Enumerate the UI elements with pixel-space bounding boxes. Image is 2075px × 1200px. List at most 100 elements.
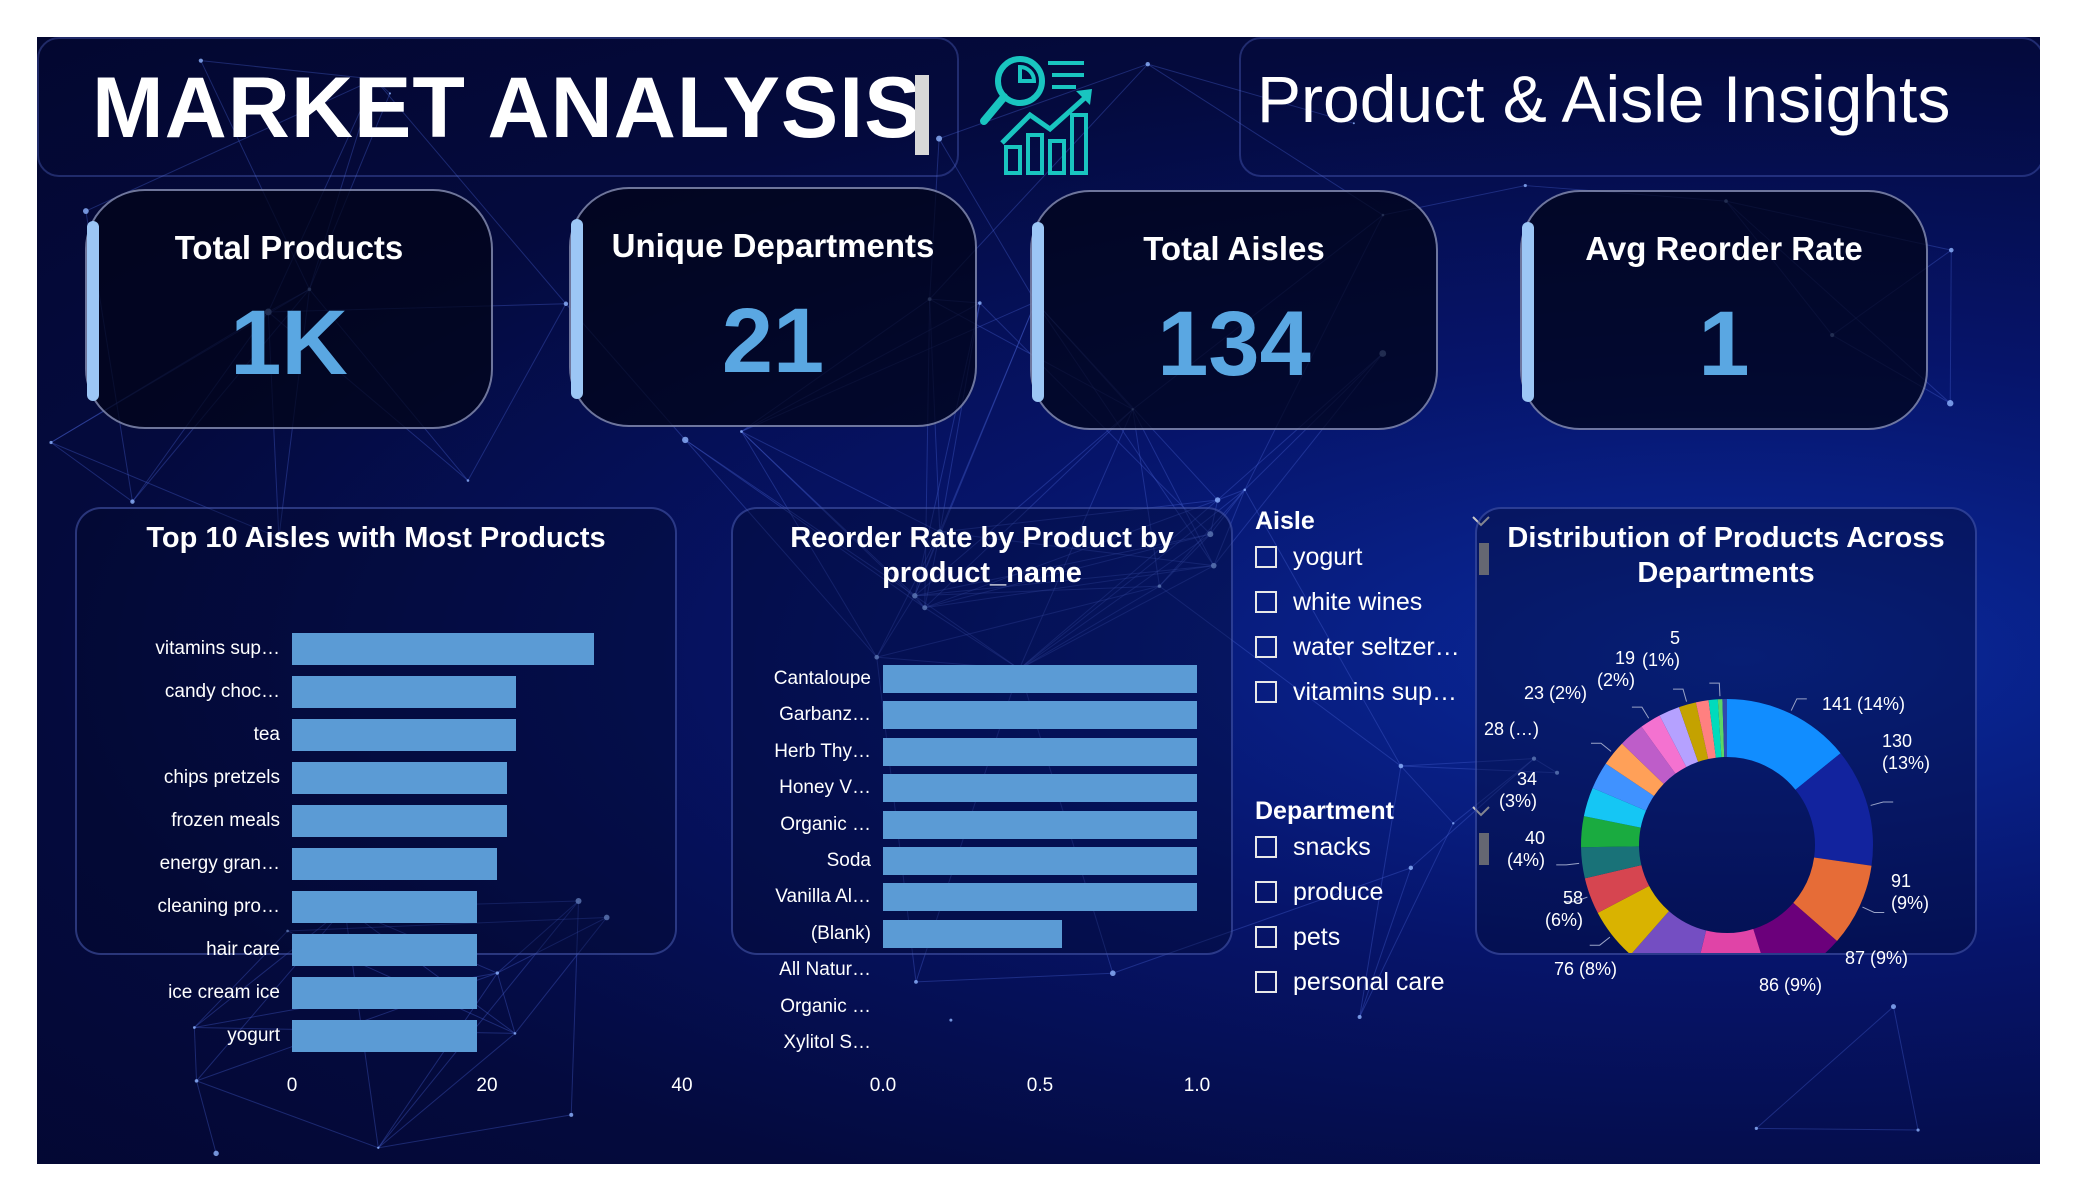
network-line — [1019, 533, 1211, 670]
network-line — [1452, 758, 1535, 824]
checkbox[interactable] — [1255, 591, 1277, 613]
slicer-item[interactable]: personal care — [1255, 967, 1444, 997]
bar[interactable] — [883, 701, 1197, 730]
donut-leader-line — [1870, 801, 1894, 806]
donut-slice[interactable] — [1692, 928, 1770, 953]
axis-tick-label: 0.0 — [869, 1075, 897, 1096]
network-node — [912, 593, 918, 599]
department-slicer[interactable]: Department snacks produce pets personal … — [1255, 797, 1495, 1047]
donut-slice[interactable] — [1659, 707, 1699, 767]
department-distribution-panel: Distribution of Products Across Departme… — [1475, 507, 1977, 995]
donut-slice[interactable] — [1708, 699, 1722, 758]
checkbox[interactable] — [1255, 836, 1277, 858]
donut-data-label: 91 (9%) — [1891, 871, 1930, 913]
checkbox[interactable] — [1255, 546, 1277, 568]
kpi-value: 134 — [1157, 293, 1311, 395]
network-line — [374, 78, 567, 305]
donut-slice[interactable] — [1717, 699, 1725, 758]
network-line — [741, 431, 926, 609]
bar[interactable] — [883, 919, 1062, 948]
bar[interactable] — [292, 977, 478, 1009]
chart-title: Distribution of Products Across Departme… — [1507, 522, 1945, 589]
network-node — [49, 440, 53, 445]
bar[interactable] — [292, 848, 497, 880]
donut-slice[interactable] — [1605, 743, 1664, 796]
donut-slice[interactable] — [1631, 911, 1707, 953]
bar[interactable] — [292, 891, 478, 923]
network-line — [1159, 533, 1211, 587]
bar[interactable] — [292, 633, 595, 665]
bar[interactable] — [883, 665, 1197, 693]
bar[interactable] — [883, 737, 1197, 766]
donut-slice[interactable] — [1584, 865, 1650, 913]
bar[interactable] — [883, 774, 1197, 803]
donut-slice[interactable] — [1793, 857, 1872, 941]
bar[interactable] — [292, 719, 517, 751]
reorder-rate-bar-chart[interactable]: Cantaloupe Garbanz… Herb Thy… Honey V… Organ… — [733, 509, 1231, 1096]
slicer-item[interactable]: water seltzer… — [1255, 632, 1460, 662]
donut-slice[interactable] — [1581, 846, 1642, 879]
network-line — [196, 1080, 379, 1149]
bar[interactable] — [292, 762, 507, 794]
donut-leader-line — [1589, 936, 1611, 946]
network-node — [1157, 584, 1162, 588]
network-line — [1132, 409, 1215, 566]
slicer-item[interactable]: produce — [1255, 877, 1383, 907]
network-line — [914, 531, 941, 596]
checkbox[interactable] — [1255, 681, 1277, 703]
network-node — [130, 499, 135, 504]
network-node — [213, 1150, 219, 1157]
donut-slice[interactable] — [1753, 902, 1838, 953]
bar[interactable] — [883, 847, 1197, 875]
top-aisles-bar-chart[interactable]: vitamins sup… candy choc… tea chips pretzel… — [77, 509, 693, 1096]
slicer-item[interactable]: snacks — [1255, 832, 1371, 862]
bar[interactable] — [292, 676, 517, 708]
network-node — [1555, 770, 1560, 775]
slicer-item[interactable]: white wines — [1255, 587, 1422, 617]
network-line — [1244, 489, 1402, 767]
bar[interactable] — [883, 810, 1197, 839]
donut-slice[interactable] — [1621, 726, 1676, 784]
donut-data-label: 34 (3%) — [1498, 769, 1537, 811]
slicer-scrollbar[interactable] — [1479, 833, 1489, 865]
bar[interactable] — [292, 1020, 478, 1052]
donut-slice[interactable] — [1722, 699, 1727, 758]
donut-slice[interactable] — [1581, 816, 1641, 848]
axis-tick-label: 1.0 — [1183, 1075, 1211, 1096]
network-node — [388, 92, 392, 95]
donut-slice[interactable] — [1641, 715, 1687, 774]
donut-slice[interactable] — [1727, 699, 1841, 790]
bar[interactable] — [292, 805, 507, 837]
network-line — [497, 917, 607, 974]
checkbox[interactable] — [1255, 971, 1277, 993]
slicer-item[interactable]: yogurt — [1255, 542, 1362, 572]
donut-slice[interactable] — [1678, 702, 1709, 762]
aisle-slicer[interactable]: Aisle yogurt white wines water seltzer… … — [1255, 507, 1495, 757]
bar[interactable] — [292, 934, 478, 966]
network-line — [1132, 409, 1160, 587]
chevron-down-icon[interactable] — [1471, 805, 1491, 817]
donut-slice[interactable] — [1597, 885, 1669, 953]
donut-slice[interactable] — [1695, 700, 1716, 760]
slicer-title: Aisle — [1255, 507, 1315, 535]
bar[interactable] — [883, 883, 1197, 912]
donut-slice[interactable] — [1583, 787, 1646, 828]
slicer-item[interactable]: pets — [1255, 922, 1340, 952]
donut-data-label: 87 (9%) — [1845, 948, 1909, 968]
network-node — [513, 1032, 517, 1035]
network-line — [1400, 765, 1454, 824]
donut-data-label: 130 (13%) — [1882, 731, 1931, 773]
slicer-scrollbar[interactable] — [1479, 543, 1489, 575]
network-line — [1400, 765, 1558, 774]
checkbox[interactable] — [1255, 926, 1277, 948]
donut-slice[interactable] — [1795, 753, 1873, 866]
department-donut-chart[interactable]: 141 (14%) 130 (13%) 91 (9%) 87 (9%) 86 (9%) 76 … — [1477, 509, 1975, 995]
network-line — [939, 531, 1214, 567]
donut-slice[interactable] — [1592, 763, 1654, 811]
slicer-item[interactable]: vitamins sup… — [1255, 677, 1457, 707]
chart-title: Top 10 Aisles with Most Products — [146, 522, 606, 554]
checkbox[interactable] — [1255, 881, 1277, 903]
page-title: MARKET ANALYSIS — [92, 60, 923, 156]
network-line — [467, 303, 567, 481]
checkbox[interactable] — [1255, 636, 1277, 658]
